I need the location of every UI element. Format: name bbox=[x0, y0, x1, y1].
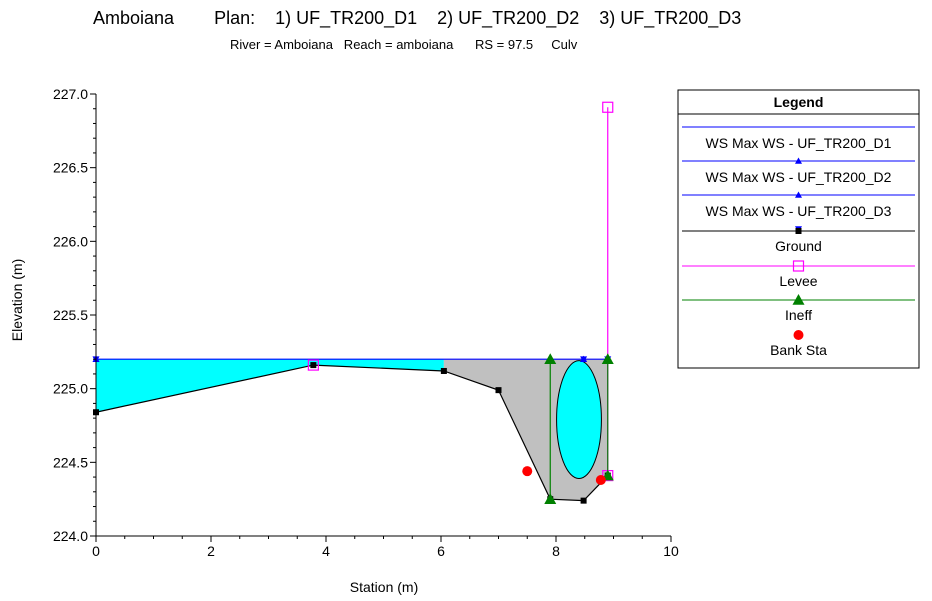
water-fill bbox=[96, 359, 444, 413]
y-axis-label: Elevation (m) bbox=[9, 259, 25, 341]
x-tick-label-2: 4 bbox=[322, 543, 330, 559]
y-tick-label-2: 225.0 bbox=[53, 381, 88, 397]
x-axis-label: Station (m) bbox=[350, 579, 418, 595]
plot-area bbox=[92, 101, 614, 504]
legend-label-3: Ground bbox=[775, 238, 822, 254]
series-6-point-1 bbox=[595, 475, 606, 486]
legend-marker-5 bbox=[792, 294, 805, 305]
series-3-point-5 bbox=[580, 497, 587, 504]
chart-header: Amboiana Plan: 1) UF_TR200_D1 2) UF_TR20… bbox=[0, 0, 932, 60]
series-4-point-2 bbox=[602, 101, 614, 113]
river-name: Amboiana bbox=[93, 8, 175, 28]
chart-subtitle: River = Amboiana Reach = amboiana RS = 9… bbox=[230, 37, 578, 52]
x-tick-label-3: 6 bbox=[437, 543, 445, 559]
x-tick-label-0: 0 bbox=[92, 543, 100, 559]
y-tick-label-3: 225.5 bbox=[53, 307, 88, 323]
series-5-point-2 bbox=[601, 353, 614, 364]
series-6-point-0 bbox=[522, 466, 533, 477]
legend: Legend WS Max WS - UF_TR200_D1 WS Max WS -… bbox=[677, 89, 920, 369]
culvert-opening bbox=[556, 360, 602, 480]
y-tick-label-1: 224.5 bbox=[53, 454, 88, 470]
series-2-point-1 bbox=[580, 356, 588, 363]
legend-label-1: WS Max WS - UF_TR200_D2 bbox=[706, 169, 892, 185]
series-5-point-0 bbox=[544, 353, 557, 364]
chart-title: Amboiana Plan: 1) UF_TR200_D1 2) UF_TR20… bbox=[93, 8, 741, 29]
y-tick-label-0: 224.0 bbox=[53, 528, 88, 544]
legend-marker-6 bbox=[793, 330, 804, 340]
plan-line: Plan: 1) UF_TR200_D1 2) UF_TR200_D2 3) U… bbox=[214, 8, 742, 28]
y-tick-label-4: 226.0 bbox=[53, 233, 88, 249]
y-tick-label-6: 227.0 bbox=[53, 86, 88, 102]
legend-marker-3 bbox=[795, 228, 802, 234]
legend-title: Legend bbox=[774, 94, 824, 110]
axes: 224.0 224.5 225.0 225.5 226.0 226.5 227.0 0 2 4 6 8… bbox=[53, 86, 679, 559]
series-4-point-0 bbox=[307, 359, 319, 371]
legend-label-5: Ineff bbox=[785, 307, 812, 323]
series-3-point-1 bbox=[310, 362, 317, 369]
x-tick-label-5: 10 bbox=[663, 543, 679, 559]
y-tick-label-5: 226.5 bbox=[53, 160, 88, 176]
legend-label-6: Bank Sta bbox=[770, 342, 827, 358]
legend-label-0: WS Max WS - UF_TR200_D1 bbox=[706, 135, 892, 151]
series-3-point-2 bbox=[440, 367, 447, 374]
legend-label-4: Levee bbox=[779, 273, 817, 289]
series-3-point-3 bbox=[495, 387, 502, 394]
legend-label-2: WS Max WS - UF_TR200_D3 bbox=[706, 203, 892, 219]
x-tick-label-1: 2 bbox=[207, 543, 215, 559]
legend-marker-4 bbox=[792, 260, 805, 272]
series-5-point-1 bbox=[544, 493, 557, 504]
x-tick-label-4: 8 bbox=[552, 543, 560, 559]
